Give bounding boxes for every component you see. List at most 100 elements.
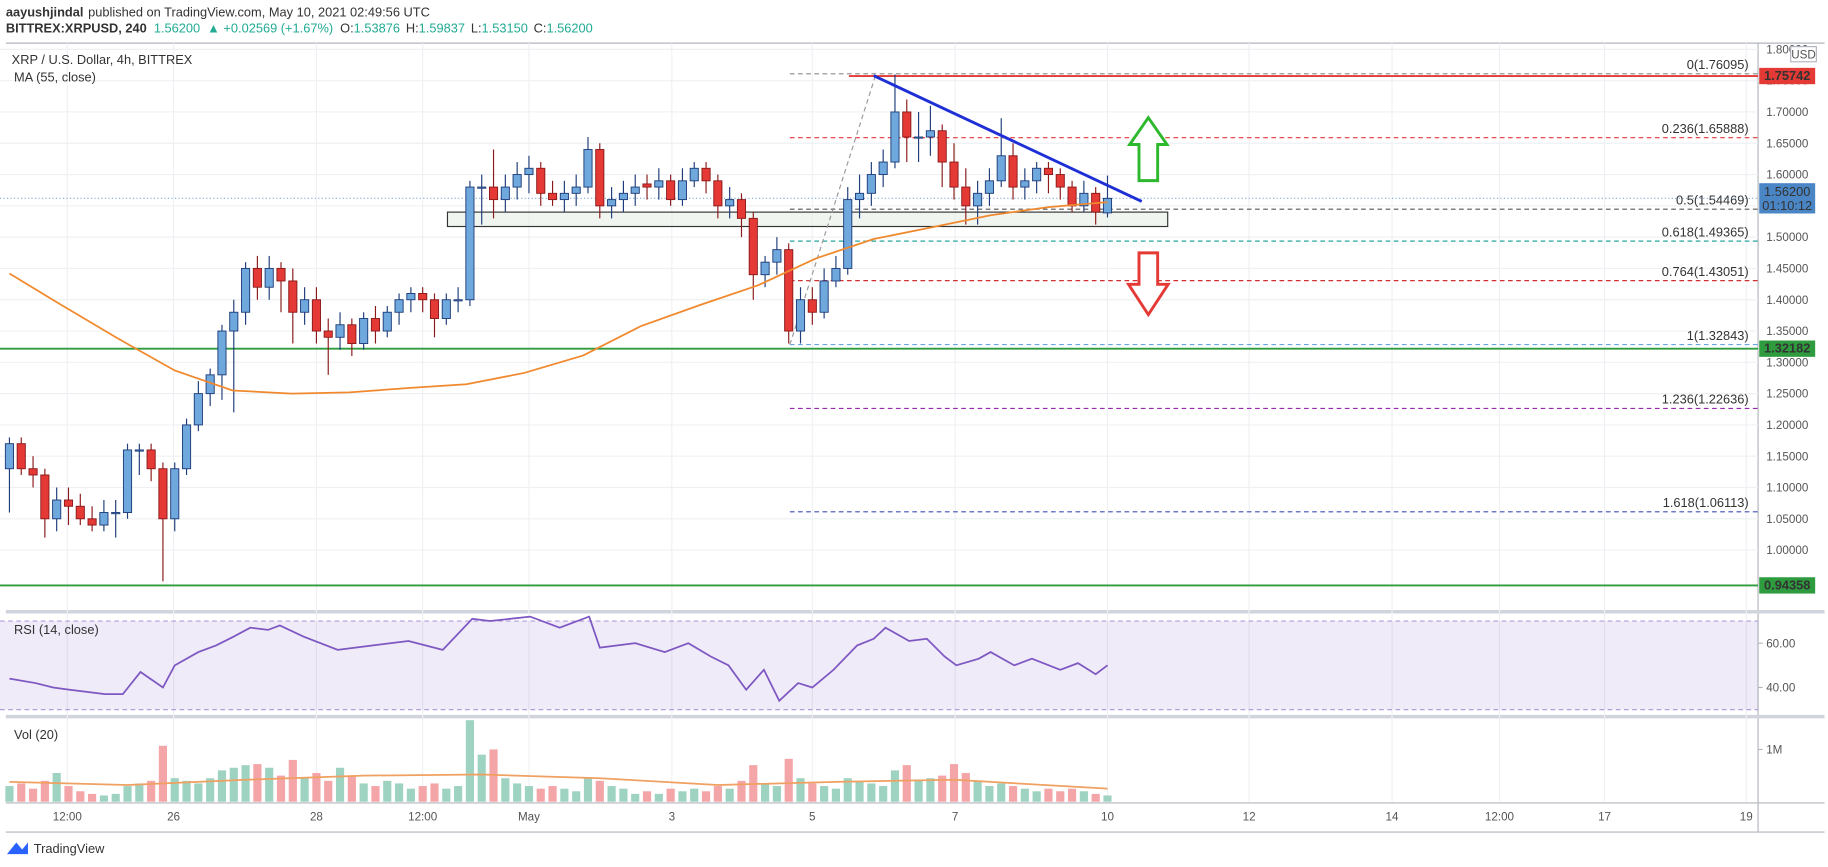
pane-title: RSI (14, close) — [14, 622, 99, 637]
candle-body — [902, 111, 912, 138]
volume-bar — [312, 772, 321, 802]
footer-logo: TradingView — [6, 841, 105, 856]
y-tick-label: 1.65000 — [1766, 137, 1809, 150]
volume-bar — [1091, 793, 1100, 802]
candle-body — [394, 299, 404, 313]
l-label: L: — [471, 21, 482, 36]
x-tick-label: 7 — [952, 810, 958, 823]
volume-bar — [890, 770, 900, 802]
volume-bar — [843, 778, 852, 802]
candle-body — [642, 183, 652, 188]
y-tick-label: 1.15000 — [1766, 450, 1809, 463]
change: ▲ +0.02569 (+1.67%) — [207, 21, 333, 36]
candle-body — [925, 130, 935, 138]
candle-body — [276, 267, 286, 282]
volume-bar — [701, 791, 711, 802]
candle-body — [1043, 167, 1054, 176]
author: aayushjindal — [6, 4, 84, 19]
volume-bar — [784, 758, 793, 802]
candle-body — [75, 505, 85, 520]
volume-bar — [654, 793, 663, 802]
candle-body — [382, 311, 392, 332]
candle-body — [300, 299, 310, 313]
candle-body — [158, 468, 168, 520]
y-tick-label: 1.10000 — [1766, 482, 1809, 495]
candle-body — [182, 424, 192, 470]
candle-body — [607, 199, 617, 207]
candle-body — [878, 161, 888, 176]
candle-body — [961, 186, 971, 207]
candle-body — [429, 299, 440, 319]
candle-body — [1008, 155, 1018, 188]
y-tick-label: 60.00 — [1766, 637, 1796, 650]
x-tick-label: 12:00 — [408, 810, 438, 823]
volume-bar — [725, 788, 734, 802]
candle-body — [890, 111, 900, 163]
volume-bar — [1056, 791, 1065, 802]
volume-bar — [713, 786, 722, 802]
volume-bar — [324, 780, 333, 802]
candle-body — [677, 180, 687, 201]
candle-body — [854, 192, 865, 201]
y-tick-label: 1.45000 — [1766, 263, 1809, 276]
x-tick-label: 3 — [669, 810, 675, 823]
candle-body — [134, 449, 144, 452]
candle-body — [1032, 167, 1042, 182]
candle-body — [311, 299, 321, 332]
volume-bar — [111, 793, 120, 802]
volume-bar — [678, 791, 687, 802]
candle-body — [748, 217, 758, 276]
x-tick-label: 5 — [809, 810, 815, 823]
candle-body — [370, 318, 381, 332]
volume-bar — [99, 795, 108, 802]
candle-body — [488, 186, 499, 201]
fib-diagonal — [789, 73, 877, 345]
volume-bar — [997, 783, 1006, 802]
volume-bar — [442, 788, 451, 802]
y-tick-label: 1.05000 — [1766, 513, 1809, 526]
candle-body — [536, 167, 546, 194]
candle-body — [1102, 197, 1113, 214]
volume-bar — [560, 788, 569, 802]
volume-bar — [501, 778, 510, 802]
volume-bar — [666, 788, 675, 802]
candle-body — [40, 474, 50, 520]
candle-body — [618, 192, 628, 201]
candle-body — [654, 180, 664, 188]
volume-bar — [335, 767, 345, 802]
candle-body — [252, 267, 262, 288]
candle-body — [477, 186, 487, 189]
volume-bar — [938, 775, 947, 802]
volume-bar — [973, 780, 982, 802]
y-tick-label: 1M — [1766, 744, 1782, 757]
volume-bar — [359, 783, 368, 802]
candle-body — [996, 155, 1006, 182]
h-label: H: — [406, 21, 419, 36]
legend-entry: MA (55, close) — [14, 70, 96, 85]
x-tick-label: 17 — [1598, 810, 1611, 823]
y-tick-label: 1.20000 — [1766, 419, 1809, 432]
candle-body — [264, 267, 274, 288]
up-arrow — [1126, 115, 1170, 183]
candle-body — [359, 318, 369, 345]
candle-body — [784, 249, 794, 332]
x-tick-label: 10 — [1101, 810, 1114, 823]
candle-body — [548, 192, 558, 201]
volume-bar — [737, 780, 746, 802]
candle-body — [583, 149, 593, 188]
y-tick-label: 1.40000 — [1766, 294, 1809, 307]
candle-body — [1055, 174, 1065, 188]
volume-bar — [206, 778, 215, 802]
x-tick-label: 12:00 — [1485, 810, 1515, 823]
candle-body — [465, 186, 475, 301]
volume-bar — [217, 770, 227, 802]
volume-bar — [536, 788, 545, 802]
candle-body — [807, 299, 817, 313]
price-tag-label: 1.32182 — [1764, 341, 1810, 356]
volume-bar — [265, 767, 274, 802]
volume-bar — [867, 783, 876, 802]
price-tag — [1759, 340, 1816, 357]
fib-label: 1.236(1.22636) — [1662, 392, 1749, 407]
candle-body — [111, 512, 121, 515]
